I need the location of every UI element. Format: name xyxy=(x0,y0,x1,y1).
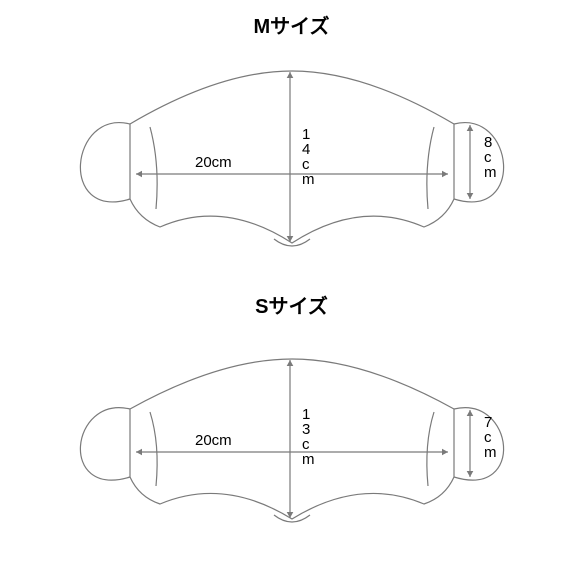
dim-label-height: 13cm xyxy=(302,406,315,468)
mask-title-s: Sサイズ xyxy=(0,290,583,319)
dim-label-ear: 8cm xyxy=(484,134,497,181)
side-seam-right xyxy=(427,412,434,486)
side-seam-left xyxy=(150,412,157,486)
mask-outline xyxy=(130,71,454,243)
dim-label-ear: 7cm xyxy=(484,414,497,461)
dim-label-height: 14cm xyxy=(302,126,315,188)
ear-loop-right xyxy=(454,123,504,202)
ear-loop-left xyxy=(80,408,130,480)
mask-block-m: Mサイズ 20cm 14cm 8cm xyxy=(0,10,583,289)
dim-label-width: 20cm xyxy=(195,432,232,449)
mask-block-s: Sサイズ 20cm 13cm 7cm xyxy=(0,290,583,569)
page: Mサイズ 20cm 14cm 8cm Sサイズ 20cm 13cm 7cm xyxy=(0,0,583,583)
mask-diagram-m: 20cm 14cm 8cm xyxy=(0,39,583,289)
side-seam-right xyxy=(427,127,434,209)
mask-outline xyxy=(130,359,454,519)
side-seam-left xyxy=(150,127,157,209)
ear-loop-left xyxy=(80,123,130,202)
dim-label-width: 20cm xyxy=(195,154,232,171)
mask-title-m: Mサイズ xyxy=(0,10,583,39)
mask-diagram-s: 20cm 13cm 7cm xyxy=(0,319,583,569)
